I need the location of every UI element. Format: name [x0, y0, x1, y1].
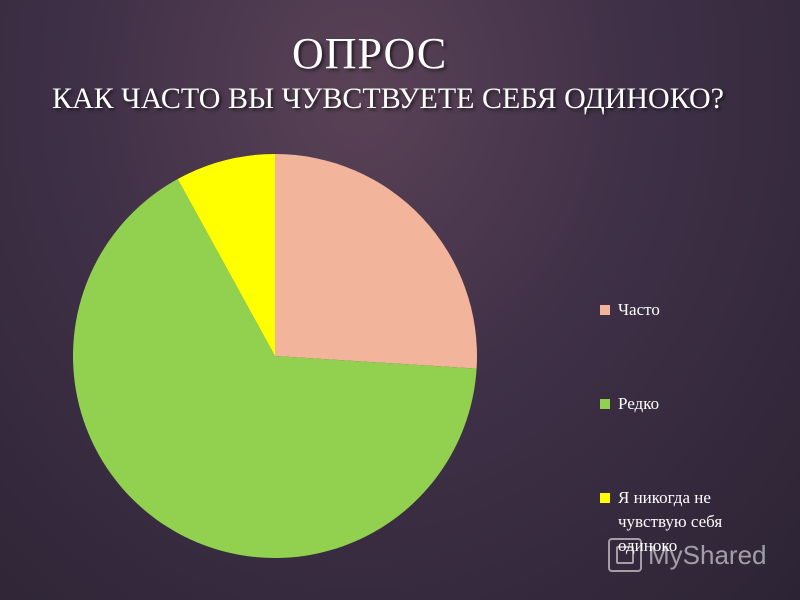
watermark-text: MyShared [648, 539, 767, 570]
pie-slice-never [177, 154, 275, 356]
legend-swatch-rarely [600, 399, 610, 409]
page-title: ОПРОС [292, 29, 448, 78]
presentation-icon [608, 538, 642, 572]
legend-item-rarely: Редко [600, 392, 790, 416]
legend-swatch-often [600, 305, 610, 315]
legend-label-rarely: Редко [618, 394, 660, 413]
survey-question: КАК ЧАСТО ВЫ ЧУВСТВУЕТЕ СЕБЯ ОДИНОКО? [52, 82, 724, 115]
legend-item-often: Часто [600, 298, 790, 322]
legend-swatch-never [600, 493, 610, 503]
legend-label-often: Часто [618, 300, 660, 319]
watermark: MyShared [608, 538, 767, 572]
pie-slice-often [275, 154, 477, 369]
pie-slice-rarely [72, 178, 477, 558]
